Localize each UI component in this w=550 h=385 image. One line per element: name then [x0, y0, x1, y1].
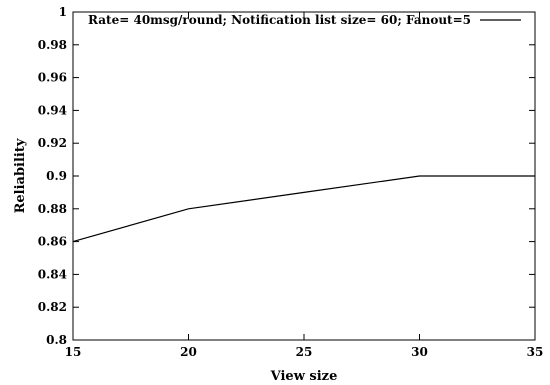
y-tick-label: 0.92 — [38, 136, 67, 150]
legend: Rate= 40msg/round; Notification list siz… — [88, 13, 521, 27]
y-tick-label: 0.82 — [38, 300, 67, 314]
y-tick-label: 0.88 — [38, 202, 67, 216]
y-tick-label: 1 — [59, 5, 67, 19]
x-tick-label: 25 — [296, 345, 313, 359]
x-tick-label: 20 — [180, 345, 197, 359]
y-axis-ticks: 0.8 0.82 0.84 0.86 0.88 0.9 0.92 0.94 0.96 0.98 1 — [38, 5, 535, 347]
plot-frame — [72, 11, 536, 341]
legend-label-0: Rate= 40msg/round; Notification list siz… — [88, 13, 471, 27]
y-tick-label: 0.96 — [38, 71, 67, 85]
series-layer — [72, 175, 535, 243]
y-axis-label: Reliability — [13, 138, 28, 213]
series-line-0 — [72, 175, 535, 243]
y-tick-label: 0.86 — [38, 235, 67, 249]
y-tick-label: 0.94 — [38, 103, 67, 117]
y-tick-label: 0.8 — [46, 333, 67, 347]
x-axis-label: View size — [270, 369, 338, 384]
x-tick-label: 15 — [65, 345, 82, 359]
y-tick-label: 0.9 — [46, 169, 67, 183]
x-tick-label: 35 — [527, 345, 544, 359]
x-axis-ticks: 15 20 25 30 35 — [65, 12, 544, 359]
x-tick-label: 30 — [411, 345, 428, 359]
y-tick-label: 0.84 — [38, 267, 67, 281]
y-tick-label: 0.98 — [38, 38, 67, 52]
